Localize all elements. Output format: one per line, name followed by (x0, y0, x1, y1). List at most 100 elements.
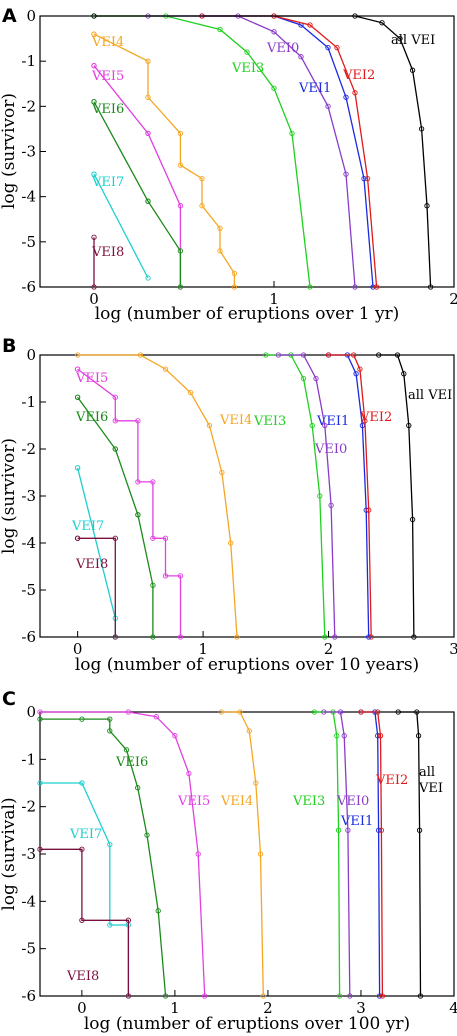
series-label-c-all-1: all (419, 765, 435, 780)
y-tick-label: 0 (26, 703, 36, 721)
plot-frame-b (39, 354, 455, 638)
data-point-a-vei5 (145, 130, 151, 137)
data-point-b-all-vei (411, 634, 417, 640)
data-point-c-vei5 (37, 709, 43, 715)
data-point-a-vei2 (373, 284, 380, 290)
y-tick-label: -5 (21, 940, 36, 958)
series-line-b-vei7 (76, 467, 116, 637)
series-line-a-vei7 (93, 173, 149, 279)
data-point-b-vei6 (74, 394, 81, 400)
y-tick-label: -1 (21, 393, 36, 411)
data-point-a-vei7 (145, 275, 151, 281)
data-point-c-vei6 (162, 993, 169, 999)
data-point-b-vei0 (322, 422, 328, 429)
data-point-b-vei6 (150, 634, 156, 640)
x-tick-label: 0 (89, 290, 99, 308)
series-line-b-vei0 (278, 354, 336, 638)
data-point-c-all-vei (395, 709, 401, 715)
series-a (91, 13, 434, 290)
panel-label-c: C (2, 688, 16, 710)
series-label-c-vei8: VEI8 (66, 969, 99, 984)
data-point-a-vei0 (325, 103, 331, 109)
series-line-b-vei4 (77, 354, 238, 638)
panel-c: C 0 1 2 3 4 0 -1 -2 -3 -4 -5 -6 log (number of erup… (0, 688, 457, 1034)
series-label-b-vei1: VEI1 (316, 414, 349, 429)
plot-frame-c (39, 711, 455, 997)
data-point-a-vei4 (199, 203, 205, 209)
data-point-c-vei5 (195, 851, 201, 857)
data-point-c-vei0 (341, 733, 347, 739)
series-label-c-vei7: VEI7 (69, 827, 102, 842)
data-point-b-vei4 (219, 469, 225, 476)
data-point-a-vei2 (364, 175, 371, 182)
data-point-a-vei3 (289, 130, 295, 137)
data-point-b-vei5 (177, 634, 184, 640)
data-point-a-vei0 (271, 29, 277, 35)
data-point-c-vei3 (334, 733, 340, 739)
series-label-a-vei5: VEI5 (91, 69, 124, 84)
data-point-a-vei0 (343, 171, 349, 177)
y-tick-label: -6 (21, 278, 36, 296)
data-point-c-vei8 (79, 917, 85, 923)
series-c (37, 709, 424, 999)
data-point-b-vei5 (150, 479, 156, 485)
series-line-c-vei4 (221, 711, 264, 997)
data-point-a-vei6 (145, 198, 151, 204)
x-axis-label-c: log (number of eruptions over 100 yr) (84, 1014, 410, 1034)
data-point-b-vei4 (234, 634, 240, 640)
data-point-b-vei4 (137, 352, 144, 358)
series-line-a-vei6 (93, 101, 182, 287)
data-point-b-vei7 (74, 465, 81, 471)
series-label-b-vei0: VEI0 (314, 442, 347, 457)
y-tick-label: -3 (21, 143, 36, 161)
data-point-b-vei5 (177, 573, 184, 579)
ticks-b: 0 1 2 3 0 -1 -2 -3 -4 -5 -6 (21, 346, 457, 658)
data-point-b-all-vei (409, 516, 416, 523)
data-point-c-vei8 (79, 846, 85, 852)
x-tick-label: 2 (449, 290, 457, 308)
data-point-c-vei5 (172, 733, 178, 739)
data-point-a-vei4 (177, 162, 184, 168)
data-point-a-vei4 (177, 130, 184, 137)
data-point-b-vei5 (162, 573, 169, 579)
series-label-a-vei0: VEI0 (266, 41, 299, 56)
series-line-c-vei6 (40, 718, 167, 997)
series-label-b-vei6: VEI6 (75, 410, 108, 425)
data-point-b-vei4 (228, 540, 234, 546)
series-line-a-vei2 (202, 15, 378, 288)
series-label-a-vei7: VEI7 (91, 175, 124, 190)
data-point-b-vei5 (112, 394, 118, 400)
data-point-b-vei0 (275, 352, 282, 358)
data-point-a-vei3 (244, 49, 250, 55)
y-tick-label: -1 (21, 750, 36, 768)
data-point-c-vei3 (336, 993, 343, 999)
data-point-c-vei6 (135, 785, 141, 791)
ticks-c: 0 1 2 3 4 0 -1 -2 -3 -4 -5 -6 (21, 703, 457, 1017)
data-point-a-vei4 (145, 94, 151, 100)
y-tick-label: -6 (21, 628, 36, 646)
data-point-c-vei5 (153, 714, 159, 720)
series-label-c-vei4: VEI4 (220, 794, 253, 809)
y-tick-label: -4 (21, 188, 36, 206)
y-tick-label: -2 (21, 440, 36, 458)
y-tick-label: 0 (26, 346, 36, 364)
series-label-b-vei2: VEI2 (359, 410, 392, 425)
data-point-c-vei5 (202, 993, 208, 999)
y-tick-label: -3 (21, 487, 36, 505)
y-axis-label-b: log (survivor) (0, 438, 19, 554)
data-point-b-vei2 (325, 352, 332, 358)
series-line-a-vei4 (93, 33, 236, 287)
series-line-c-vei3 (314, 711, 341, 997)
data-point-b-vei3 (309, 422, 315, 429)
series-label-a-vei4: VEI4 (91, 35, 124, 50)
series-line-c-all-vei (398, 711, 422, 997)
data-point-b-vei5 (74, 366, 81, 372)
data-point-c-vei4 (257, 851, 264, 857)
series-label-a-vei8: VEI8 (91, 245, 124, 260)
series-label-b-vei8: VEI8 (75, 557, 108, 572)
y-tick-label: -2 (21, 798, 36, 816)
series-line-b-vei3 (265, 354, 326, 638)
data-point-c-all-vei (416, 827, 423, 833)
series-label-c-vei6: VEI6 (115, 755, 148, 770)
